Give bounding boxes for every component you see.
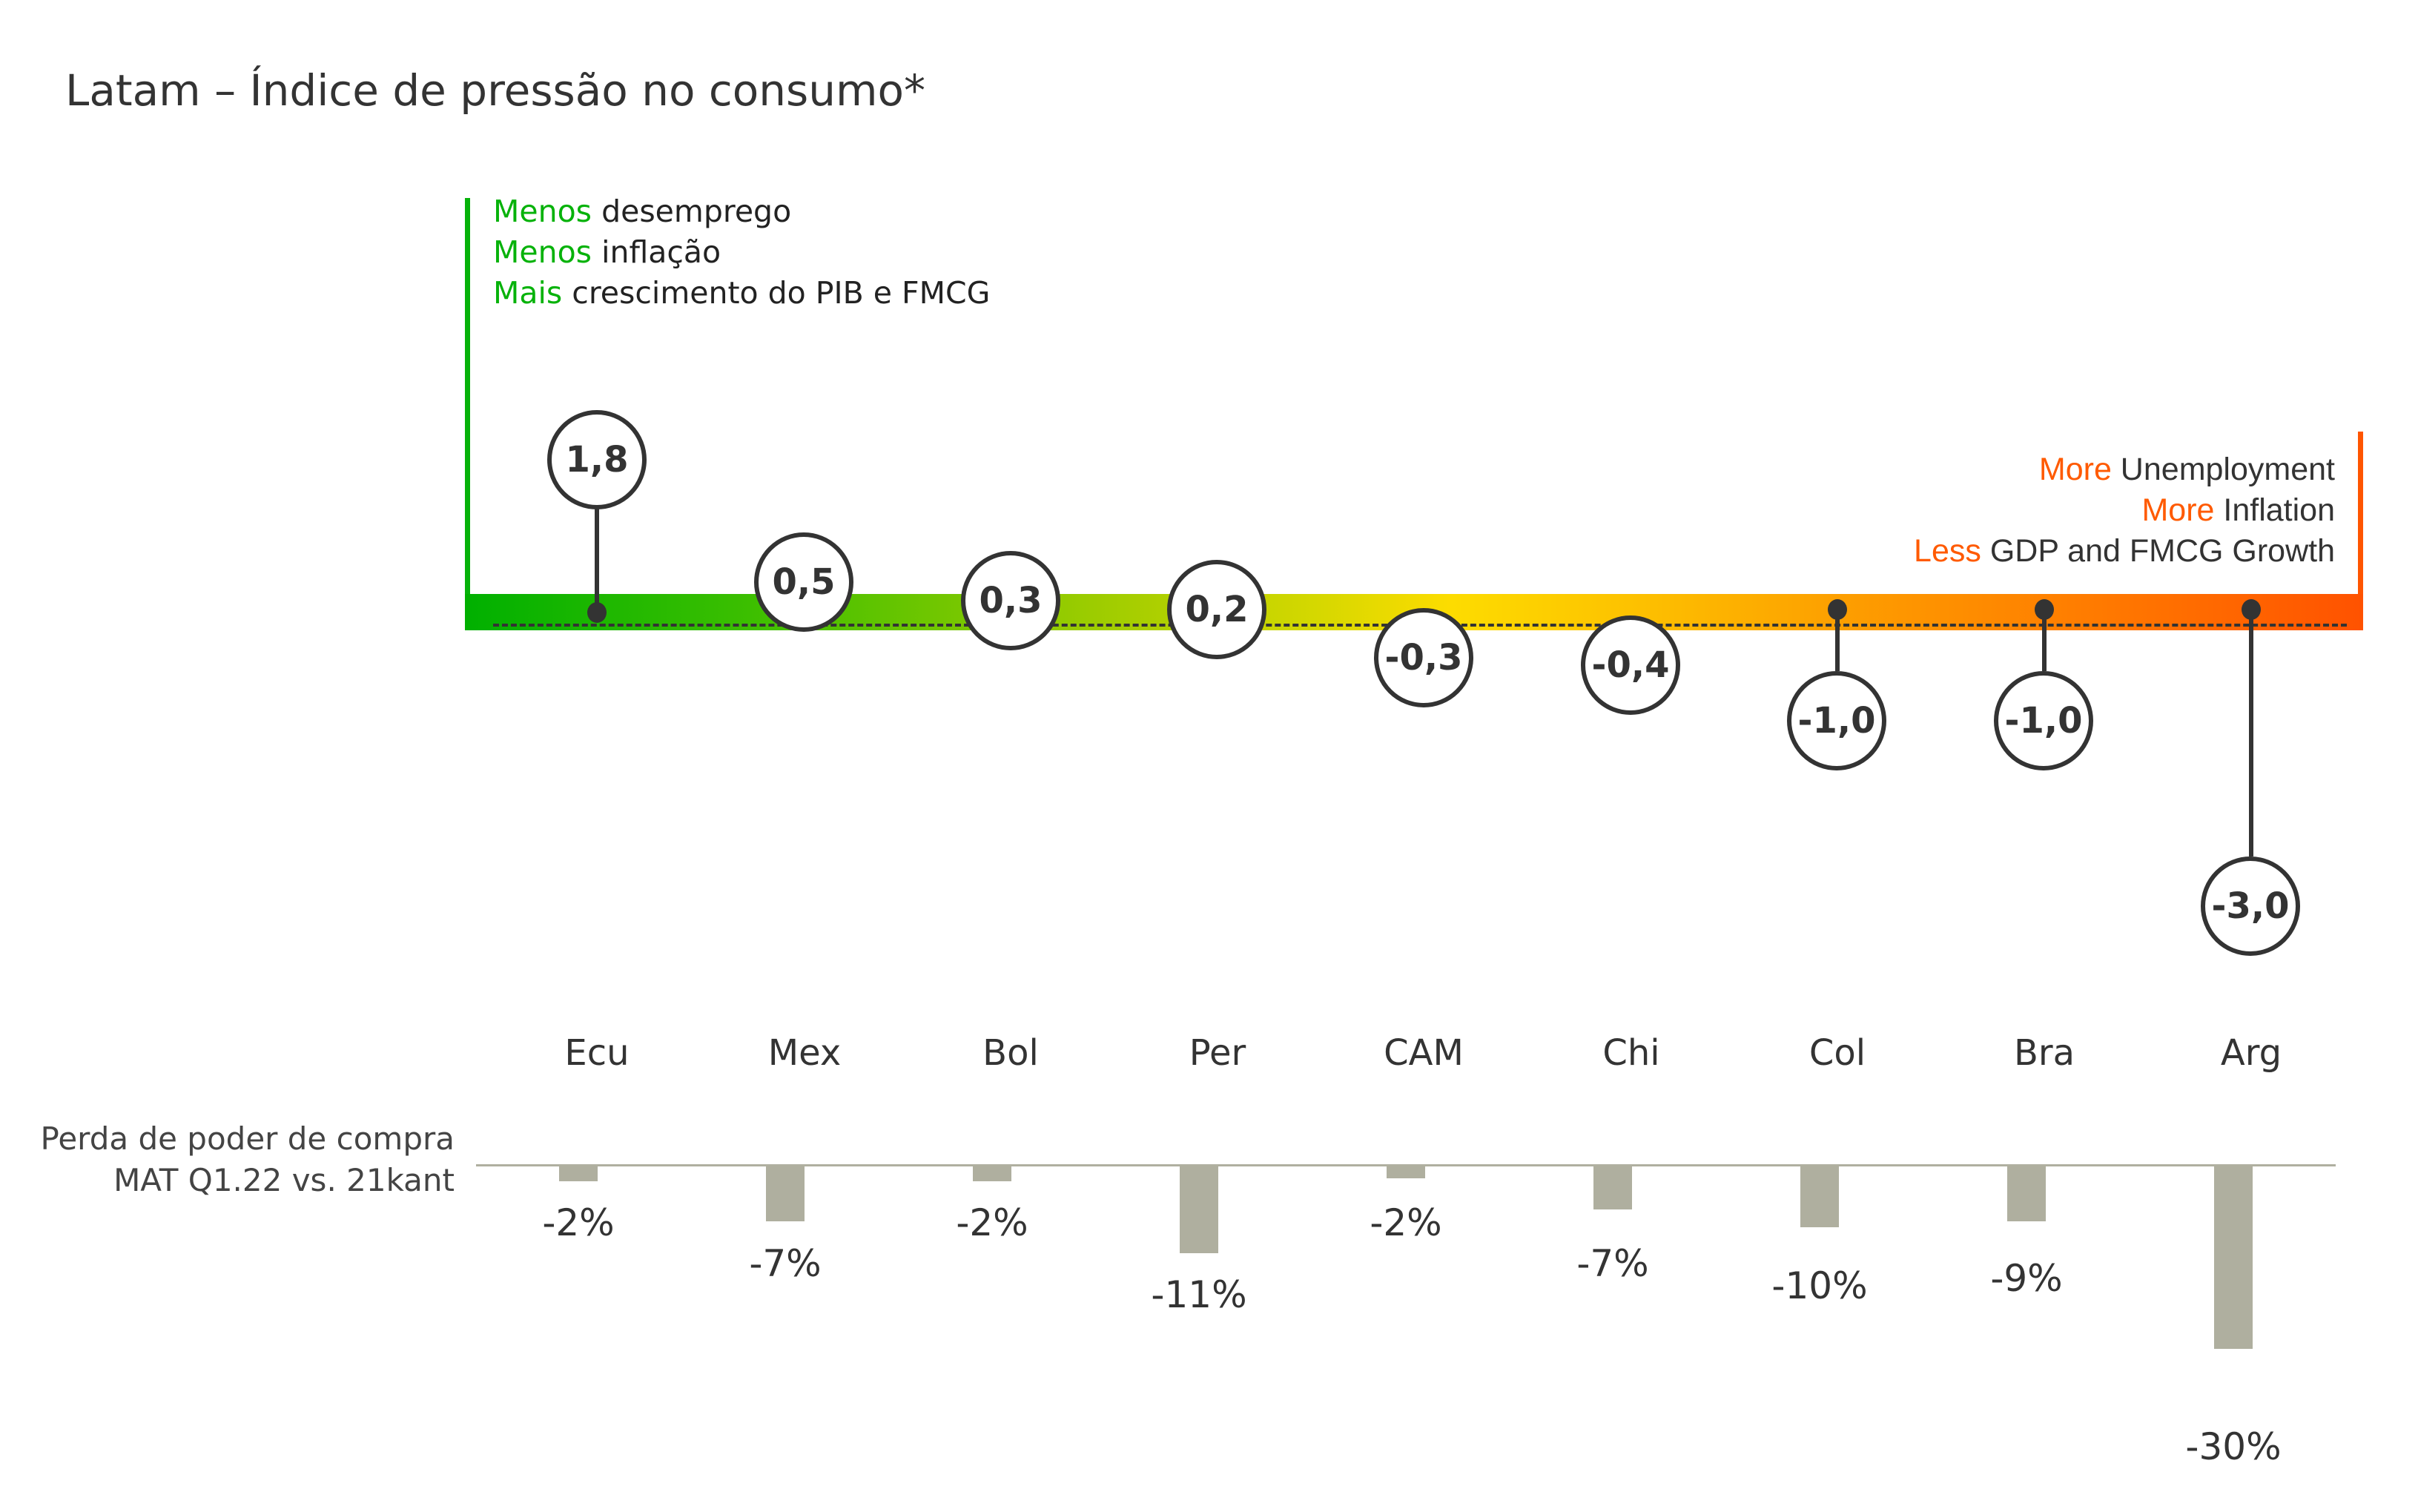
index-bubble-col: -1,0	[1787, 671, 1886, 770]
col-stem	[1835, 612, 1840, 671]
index-bubble-chi: -0,4	[1581, 615, 1680, 715]
loss-value: -9%	[1990, 1257, 2063, 1300]
country-label: Ecu	[564, 1032, 630, 1074]
legend-bad: More Unemployment More Inflation Less GD…	[1914, 449, 2335, 572]
good-side-axis-bar	[465, 198, 470, 630]
bra-stem	[2042, 612, 2047, 671]
loss-value: -30%	[2185, 1425, 2282, 1468]
index-bubble-bol: 0,3	[961, 551, 1060, 650]
country-label: Bol	[982, 1032, 1039, 1074]
country-label: Arg	[2220, 1032, 2282, 1074]
legend-bad-line: More Unemployment	[2038, 452, 2335, 487]
loss-value: -2%	[1370, 1201, 1442, 1244]
legend-good-line: Menos desemprego	[493, 194, 792, 229]
loss-bar-col	[1800, 1166, 1839, 1227]
loss-bar-per	[1180, 1166, 1218, 1253]
legend-good: Menos desemprego Menos inflação Mais cre…	[493, 191, 990, 314]
loss-bar-ecu	[559, 1166, 598, 1181]
country-label: Chi	[1602, 1032, 1660, 1074]
loss-value: -2%	[542, 1201, 615, 1244]
loss-bar-arg	[2214, 1166, 2253, 1349]
legend-bad-line: Less GDP and FMCG Growth	[1914, 533, 2335, 569]
loss-value: -2%	[956, 1201, 1028, 1244]
loss-bar-chi	[1593, 1166, 1632, 1209]
purchasing-power-loss-label: Perda de poder de compra MAT Q1.22 vs. 2…	[40, 1120, 455, 1198]
loss-value: -10%	[1771, 1264, 1868, 1307]
country-label: CAM	[1384, 1032, 1464, 1074]
bad-side-axis-bar	[2358, 432, 2363, 630]
chart-title: Latam – Índice de pressão no consumo*	[65, 65, 925, 116]
legend-bad-line: More Inflation	[2141, 492, 2335, 528]
legend-good-line: Mais crescimento do PIB e FMCG	[493, 275, 991, 311]
loss-bar-mex	[766, 1166, 805, 1221]
arg-stem	[2249, 612, 2253, 856]
loss-bar-cam	[1387, 1166, 1425, 1178]
loss-bar-bol	[973, 1166, 1011, 1181]
country-label: Mex	[767, 1032, 842, 1074]
loss-value: -7%	[749, 1242, 822, 1285]
index-bubble-cam: -0,3	[1374, 608, 1473, 707]
ecu-anchor-dot	[587, 602, 607, 623]
country-label: Col	[1808, 1032, 1866, 1074]
loss-value: -11%	[1151, 1273, 1247, 1316]
bar-baseline	[476, 1164, 2336, 1166]
loss-bar-bra	[2007, 1166, 2046, 1221]
index-bubble-mex: 0,5	[754, 532, 853, 632]
country-label: Bra	[2013, 1032, 2075, 1074]
ecu-stem	[595, 494, 599, 613]
index-bubble-arg: -3,0	[2201, 856, 2300, 956]
loss-value: -7%	[1576, 1242, 1649, 1285]
index-bubble-per: 0,2	[1167, 560, 1266, 659]
legend-good-line: Menos inflação	[493, 234, 721, 270]
country-label: Per	[1189, 1032, 1246, 1074]
index-bubble-bra: -1,0	[1994, 671, 2093, 770]
index-bubble-ecu: 1,8	[547, 410, 647, 509]
